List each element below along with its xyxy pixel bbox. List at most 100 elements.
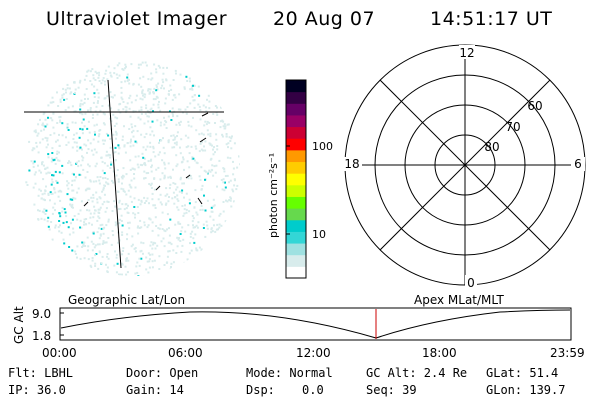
image-pixel [149,126,152,129]
image-pixel [127,189,130,192]
image-pixel [97,92,100,95]
image-pixel [212,205,215,208]
image-pixel [104,210,107,213]
image-pixel [189,175,192,177]
image-pixel [134,99,137,102]
image-pixel [188,252,191,255]
image-pixel [157,106,160,109]
image-pixel [101,190,104,193]
image-pixel [44,125,47,128]
image-pixel [151,192,154,195]
image-pixel [149,141,152,144]
image-pixel [155,71,158,74]
image-pixel [100,227,103,230]
timeline-right-title: Apex MLat/MLT [414,293,504,307]
image-pixel [67,106,70,109]
image-pixel [139,203,142,206]
color-scale-tick-label: 10 [312,228,326,241]
image-pixel [78,136,81,139]
image-pixel [121,234,124,236]
image-pixel [104,72,107,75]
image-pixel [168,196,170,198]
image-pixel [167,93,170,96]
image-pixel [88,131,91,134]
image-pixel [117,241,120,244]
image-pixel [87,148,90,151]
image-pixel [225,199,227,202]
image-pixel [147,120,150,123]
image-pixel [41,161,44,164]
image-pixel [104,184,106,187]
image-pixel [159,178,162,181]
image-pixel [154,155,157,158]
image-pixel [131,167,134,170]
gain-value: Gain: 14 [126,383,184,397]
image-pixel [91,68,94,71]
image-pixel [42,178,45,181]
image-pixel [165,121,168,124]
image-pixel [34,131,37,134]
image-pixel [66,180,69,183]
image-pixel [222,167,225,170]
image-pixel [124,151,127,154]
image-pixel [41,138,44,141]
image-pixel [65,221,68,224]
image-pixel [102,77,105,79]
image-pixel [84,245,87,247]
image-pixel [185,208,188,211]
image-pixel [93,92,96,95]
image-pixel [58,116,61,119]
image-pixel [105,181,108,184]
image-pixel [158,268,161,270]
image-pixel [167,141,170,144]
image-pixel [123,190,126,193]
image-pixel [153,188,156,191]
image-pixel [161,211,164,214]
image-pixel [40,171,42,174]
image-pixel [211,144,213,147]
image-pixel [229,140,232,142]
image-pixel [51,192,54,195]
image-pixel [105,207,108,210]
image-pixel [167,176,170,179]
image-pixel [174,182,177,185]
color-scale-segment [286,103,306,116]
color-scale-segment [286,231,306,244]
image-pixel [41,123,44,126]
image-pixel [40,197,43,200]
image-pixel [223,123,226,126]
image-pixel [163,264,166,266]
image-pixel [163,177,166,180]
image-pixel [193,99,196,102]
image-pixel [85,74,88,77]
image-pixel [121,262,124,265]
image-pixel [173,202,176,205]
image-pixel [77,165,80,168]
image-pixel [71,172,74,175]
image-pixel [95,253,98,255]
image-pixel [79,146,82,149]
image-pixel [141,92,144,95]
image-pixel [81,113,84,116]
image-pixel [143,170,146,173]
image-pixel [151,229,154,232]
image-pixel [72,138,75,140]
image-pixel [79,108,82,111]
image-pixel [187,177,190,180]
image-pixel [98,243,101,246]
image-pixel [179,240,182,242]
image-pixel [34,171,37,174]
image-pixel [222,178,225,181]
dial-diagonal [379,79,551,251]
timeline-ylabel: GC Alt [12,306,26,344]
image-pixel [143,202,146,204]
image-pixel [200,148,203,151]
image-pixel [101,243,104,245]
image-pixel [203,124,206,127]
image-pixel [107,134,110,137]
image-pixel [212,153,215,156]
image-pixel [56,181,59,184]
image-pixel [191,156,194,159]
image-pixel [71,218,74,221]
image-pixel [109,91,112,94]
